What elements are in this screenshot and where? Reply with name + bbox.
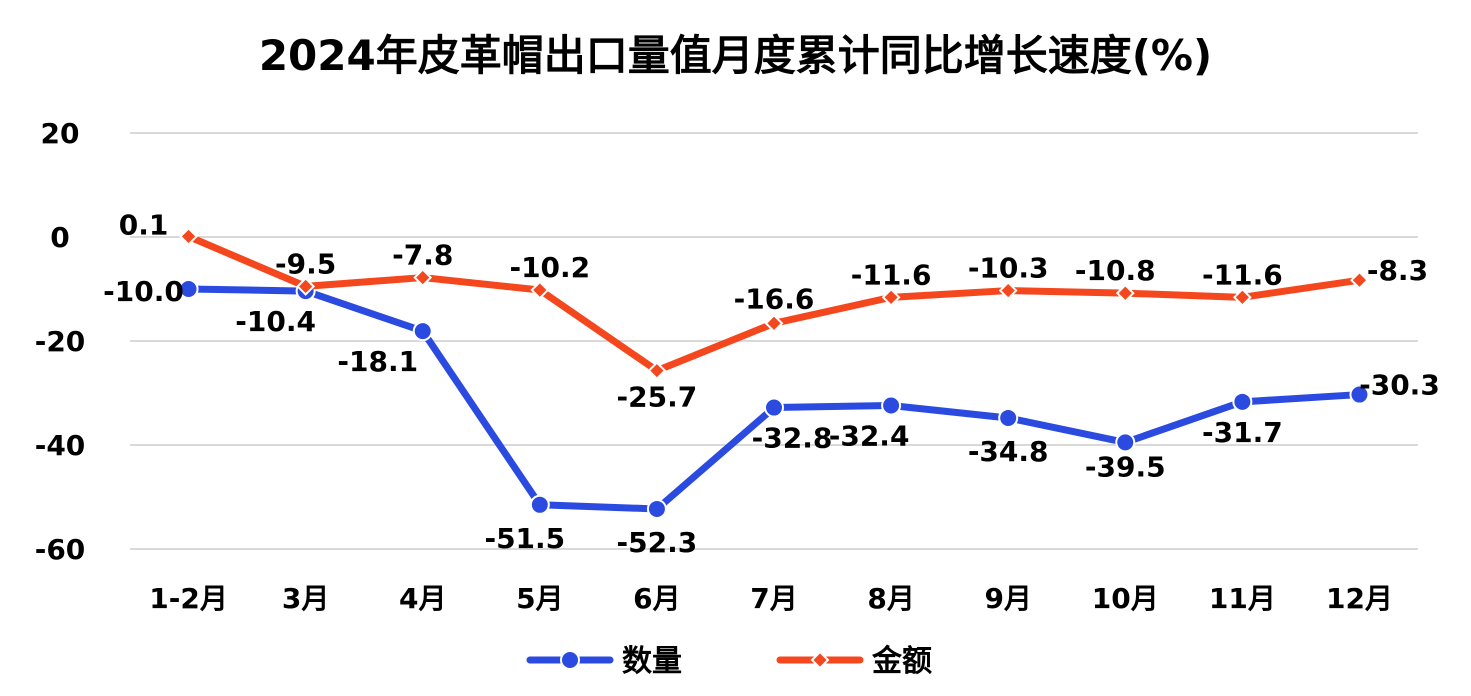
- data-label: -8.3: [1367, 254, 1428, 287]
- x-tick-label: 4月: [399, 582, 446, 615]
- data-point: [1349, 384, 1370, 405]
- data-label: -7.8: [392, 239, 453, 272]
- data-point: [764, 397, 784, 418]
- chart-title: 2024年皮革帽出口量值月度累计同比增长速度(%): [258, 31, 1213, 80]
- data-point: [413, 268, 433, 287]
- x-tick-label: 8月: [867, 582, 914, 615]
- legend-label: 金额: [871, 644, 932, 679]
- data-label: -51.5: [484, 522, 565, 555]
- y-tick-label: -40: [35, 429, 86, 462]
- data-point: [881, 287, 901, 307]
- x-tick-label: 7月: [750, 582, 797, 615]
- data-point: [529, 494, 550, 515]
- data-label: -11.6: [851, 258, 932, 291]
- x-tick-label: 11月: [1209, 582, 1276, 615]
- data-label: -10.2: [509, 251, 590, 284]
- data-point: [881, 395, 902, 416]
- legend: 数量 金额: [526, 644, 932, 679]
- legend-marker: [810, 650, 830, 670]
- data-label: -52.3: [617, 526, 698, 559]
- data-label: -32.8: [752, 422, 833, 455]
- data-label: -18.1: [337, 345, 418, 378]
- data-point: [296, 276, 316, 296]
- data-point: [1232, 391, 1253, 412]
- y-axis-ticks: 20 0 -20 -40 -60: [35, 117, 86, 566]
- y-tick-label: -20: [35, 325, 86, 358]
- x-tick-label: 5月: [516, 582, 563, 615]
- data-point: [647, 361, 667, 381]
- data-point: [530, 280, 550, 300]
- data-label: -31.7: [1202, 416, 1283, 449]
- series-lines: [178, 227, 1370, 519]
- y-tick-label: 20: [41, 117, 80, 150]
- data-point: [1115, 283, 1135, 303]
- y-tick-label: -60: [35, 533, 86, 566]
- x-axis-ticks: 1-2月 3月 4月 5月 6月 7月 8月 9月 10月 11月 12月: [149, 582, 1393, 615]
- y-tick-label: 0: [50, 221, 69, 254]
- x-tick-label: 1-2月: [149, 582, 228, 615]
- data-label: -10.0: [103, 275, 184, 308]
- grid-lines: [130, 132, 1418, 550]
- x-tick-label: 10月: [1092, 582, 1159, 615]
- data-label: -25.7: [617, 381, 698, 414]
- data-point: [179, 227, 198, 246]
- data-label: 0.1: [119, 208, 169, 241]
- data-point: [998, 407, 1019, 428]
- x-tick-label: 3月: [282, 582, 329, 615]
- legend-label: 数量: [622, 644, 682, 679]
- data-point: [646, 498, 667, 519]
- legend-marker: [560, 650, 580, 670]
- data-label: -10.3: [968, 252, 1049, 285]
- x-tick-label: 6月: [633, 582, 680, 615]
- data-label: -32.4: [829, 419, 910, 452]
- data-point: [412, 321, 433, 342]
- data-label: -16.6: [734, 282, 815, 315]
- data-label: -9.5: [275, 247, 336, 280]
- data-point: [998, 281, 1018, 300]
- data-label: -39.5: [1085, 450, 1166, 483]
- data-label: -11.6: [1202, 258, 1283, 291]
- data-point: [1115, 432, 1136, 453]
- data-labels: -10.0 -10.4 -18.1 -51.5 -52.3 -32.8-32.4 -34.8…: [103, 208, 1440, 558]
- data-point: [178, 279, 199, 299]
- data-point: [1350, 270, 1369, 290]
- data-point: [764, 313, 784, 333]
- data-label: -30.3: [1359, 369, 1440, 402]
- x-tick-label: 9月: [984, 582, 1031, 615]
- data-label: -10.8: [1075, 254, 1156, 287]
- data-label: -10.4: [235, 305, 316, 338]
- data-label: -34.8: [968, 435, 1049, 468]
- x-tick-label: 12月: [1326, 582, 1393, 615]
- data-point: [1232, 287, 1252, 307]
